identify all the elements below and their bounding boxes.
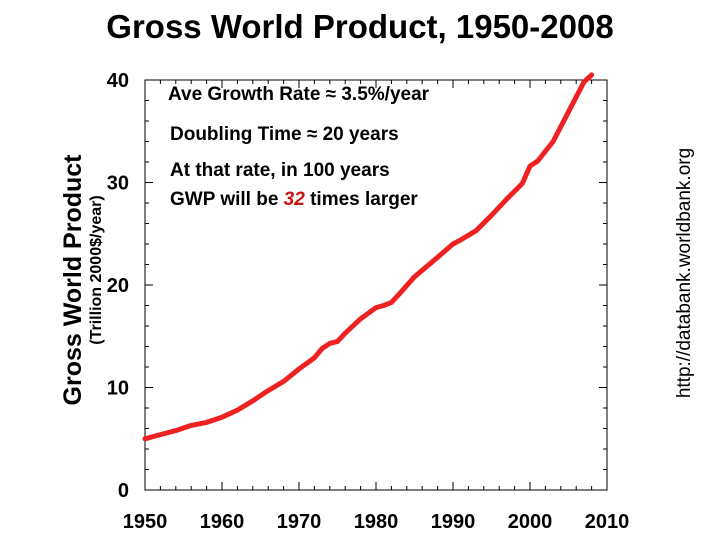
source-url: http://databank.worldbank.org <box>674 148 695 398</box>
projection-annotation-line2: GWP will be 32 times larger <box>170 189 418 210</box>
x-tick-label: 1960 <box>200 511 245 533</box>
y-axis-label: Gross World Product (Trillion 2000$/year… <box>59 154 105 406</box>
y-axis-units: (Trillion 2000$/year) <box>88 195 105 344</box>
projection-highlight: 32 <box>284 189 306 210</box>
series-line-gwp <box>142 72 595 442</box>
y-tick-label: 30 <box>107 173 129 195</box>
y-tick-label: 10 <box>107 378 129 400</box>
y-tick-label: 0 <box>118 480 129 502</box>
x-tick-label: 1980 <box>354 511 399 533</box>
x-axis-ticks: 1950 1960 1970 1980 1990 2000 2010 <box>123 511 630 533</box>
y-axis-ticks: 0 10 20 30 40 <box>107 70 129 502</box>
y-axis-title: Gross World Product <box>59 154 87 406</box>
minor-ticks <box>144 79 608 491</box>
projection-suffix: times larger <box>305 189 419 210</box>
x-tick-label: 1970 <box>277 511 322 533</box>
projection-prefix: GWP will be <box>170 189 284 210</box>
y-tick-label: 20 <box>107 275 129 297</box>
chart-title: Gross World Product, 1950-2008 <box>106 8 613 45</box>
x-tick-label: 1990 <box>431 511 476 533</box>
projection-annotation-line1: At that rate, in 100 years <box>170 160 390 181</box>
y-tick-label: 40 <box>107 70 129 92</box>
x-tick-label: 2000 <box>508 511 553 533</box>
annotation-box: Ave Growth Rate ≈ 3.5%/year Doubling Tim… <box>168 84 430 210</box>
doubling-time-annotation: Doubling Time ≈ 20 years <box>170 124 399 145</box>
x-tick-label: 1950 <box>123 511 168 533</box>
growth-rate-annotation: Ave Growth Rate ≈ 3.5%/year <box>168 84 430 105</box>
series-layer <box>142 72 595 442</box>
x-tick-label: 2010 <box>585 511 630 533</box>
